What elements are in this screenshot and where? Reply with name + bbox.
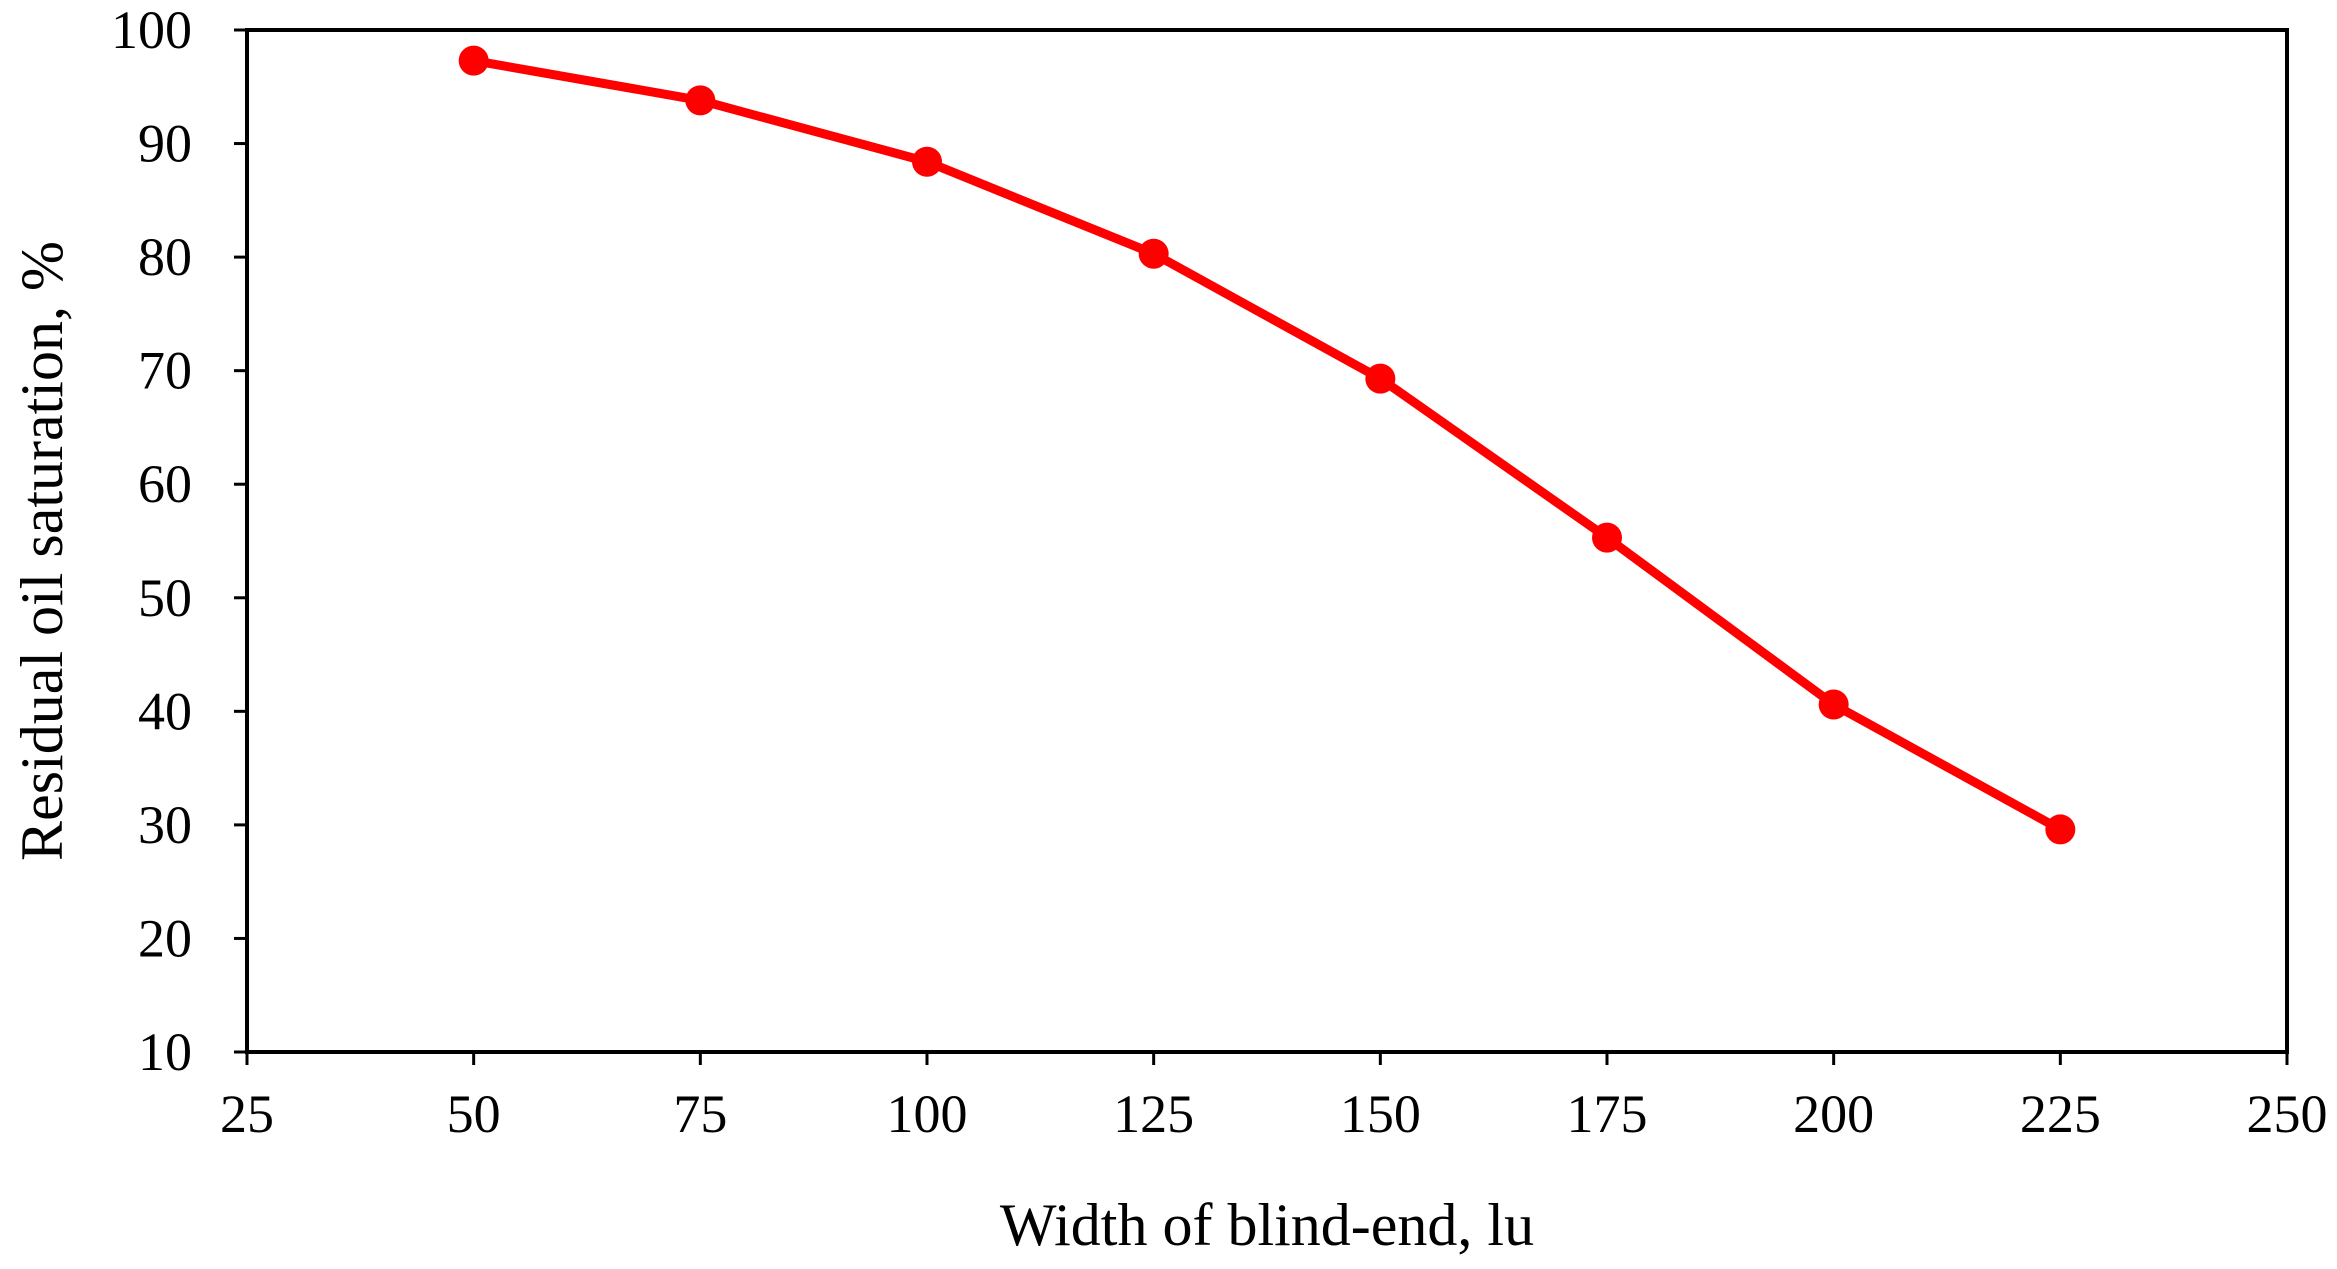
- x-tick-label: 225: [2020, 1084, 2101, 1144]
- y-tick-label: 60: [138, 454, 192, 514]
- x-tick-label: 200: [1793, 1084, 1874, 1144]
- series-line: [469, 56, 2065, 834]
- x-tick-label: 25: [220, 1084, 274, 1144]
- x-tick-label: 75: [673, 1084, 727, 1144]
- y-axis-title: Residual oil saturation, %: [9, 241, 75, 861]
- x-tick-label: 150: [1340, 1084, 1421, 1144]
- plot-area-border: [245, 28, 2289, 1054]
- y-tick-label: 30: [138, 795, 192, 855]
- x-tick-label: 125: [1113, 1084, 1194, 1144]
- data-point-marker: [2045, 814, 2076, 845]
- data-point-marker: [458, 45, 489, 76]
- x-tick-label: 50: [447, 1084, 501, 1144]
- y-tick-label: 40: [138, 681, 192, 741]
- x-axis-title: Width of blind-end, lu: [1000, 1192, 1534, 1258]
- x-tick-label: 100: [887, 1084, 968, 1144]
- y-tick-label: 50: [138, 568, 192, 628]
- data-point-marker: [1365, 363, 1396, 394]
- x-tick-label: 175: [1567, 1084, 1648, 1144]
- y-tick-label: 20: [138, 908, 192, 968]
- y-tick-label: 90: [138, 114, 192, 174]
- data-point-marker: [1818, 689, 1849, 720]
- y-tick-label: 10: [138, 1022, 192, 1082]
- y-tick-label: 100: [111, 0, 192, 60]
- y-tick-label: 80: [138, 227, 192, 287]
- data-point-marker: [1138, 238, 1169, 269]
- y-tick-label: 70: [138, 341, 192, 401]
- data-point-marker: [912, 146, 942, 177]
- data-point-marker: [685, 85, 716, 116]
- x-tick-label: 250: [2247, 1084, 2328, 1144]
- data-point-marker: [1592, 522, 1622, 553]
